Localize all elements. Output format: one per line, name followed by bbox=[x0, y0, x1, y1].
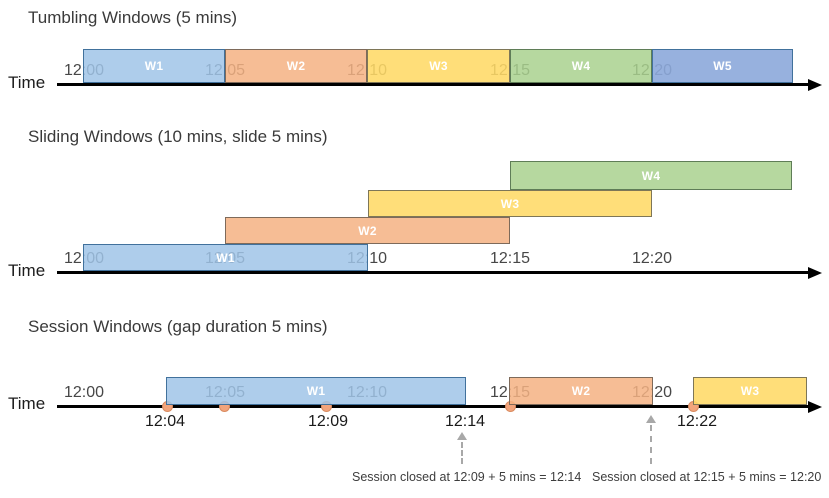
tumbling-timeline-axis bbox=[57, 83, 808, 86]
tumbling-axis-arrowhead-icon bbox=[808, 78, 822, 91]
sliding-window-w3: W3 bbox=[368, 190, 652, 217]
tumbling-window-w5-label: W5 bbox=[713, 59, 732, 73]
tumbling-window-w2: W2 bbox=[225, 49, 367, 83]
tumbling-window-w3: W3 bbox=[367, 49, 510, 83]
tumbling-window-w4: W4 bbox=[510, 49, 652, 83]
sliding-time-axis-label: Time bbox=[8, 261, 46, 280]
session-closed-arrow-icon-1 bbox=[457, 432, 467, 440]
sliding-window-w1-label: W1 bbox=[216, 250, 235, 265]
tumbling-window-w5: W5 bbox=[652, 49, 793, 83]
tumbling-window-w1-label: W1 bbox=[144, 59, 164, 73]
session-window-w2-label: W2 bbox=[571, 384, 591, 398]
session-closed-note-1: Session closed at 12:09 + 5 mins = 12:14 bbox=[352, 470, 582, 484]
tumbling-time-axis-label: Time bbox=[8, 73, 46, 92]
session-event-time-1204: 12:04 bbox=[144, 413, 186, 430]
tumbling-window-w3-label: W3 bbox=[429, 59, 448, 73]
session-window-w1-label: W1 bbox=[306, 384, 326, 398]
tumbling-window-w4-label: W4 bbox=[571, 59, 591, 73]
session-section-title: Session Windows (gap duration 5 mins) bbox=[28, 317, 328, 336]
session-tick-1200: 12:00 bbox=[63, 384, 105, 401]
session-event-time-1222: 12:22 bbox=[676, 413, 718, 430]
sliding-section-title: Sliding Windows (10 mins, slide 5 mins) bbox=[28, 127, 328, 146]
sliding-tick-1220: 12:20 bbox=[631, 250, 673, 267]
sliding-axis-arrowhead-icon bbox=[808, 266, 822, 279]
session-closed-note-2: Session closed at 12:15 + 5 mins = 12:20 bbox=[592, 470, 822, 484]
session-closed-arrow-body-2 bbox=[650, 425, 652, 464]
sliding-window-w4-label: W4 bbox=[641, 168, 661, 183]
session-closed-arrow-body-1 bbox=[461, 442, 463, 464]
session-event-time-1209: 12:09 bbox=[307, 413, 349, 430]
session-window-w1: W1 bbox=[166, 377, 466, 405]
sliding-window-w4: W4 bbox=[510, 161, 792, 190]
session-window-w3-label: W3 bbox=[740, 384, 760, 398]
session-timeline-axis bbox=[57, 405, 808, 408]
sliding-window-w1: W1 bbox=[83, 244, 368, 271]
tumbling-section-title: Tumbling Windows (5 mins) bbox=[28, 8, 238, 27]
sliding-window-w2-label: W2 bbox=[358, 223, 377, 238]
tumbling-window-w2-label: W2 bbox=[286, 59, 306, 73]
sliding-window-w2: W2 bbox=[225, 217, 510, 244]
session-time-axis-label: Time bbox=[8, 394, 46, 413]
session-event-time-1214: 12:14 bbox=[444, 413, 486, 430]
session-window-w2: W2 bbox=[509, 377, 653, 405]
session-axis-arrowhead-icon bbox=[808, 400, 822, 413]
sliding-tick-1215: 12:15 bbox=[489, 250, 531, 267]
sliding-window-w3-label: W3 bbox=[500, 196, 520, 211]
session-closed-arrow-icon-2 bbox=[646, 415, 656, 423]
sliding-timeline-axis bbox=[57, 271, 808, 274]
session-window-w3: W3 bbox=[693, 377, 807, 405]
tumbling-window-w1: W1 bbox=[83, 49, 225, 83]
